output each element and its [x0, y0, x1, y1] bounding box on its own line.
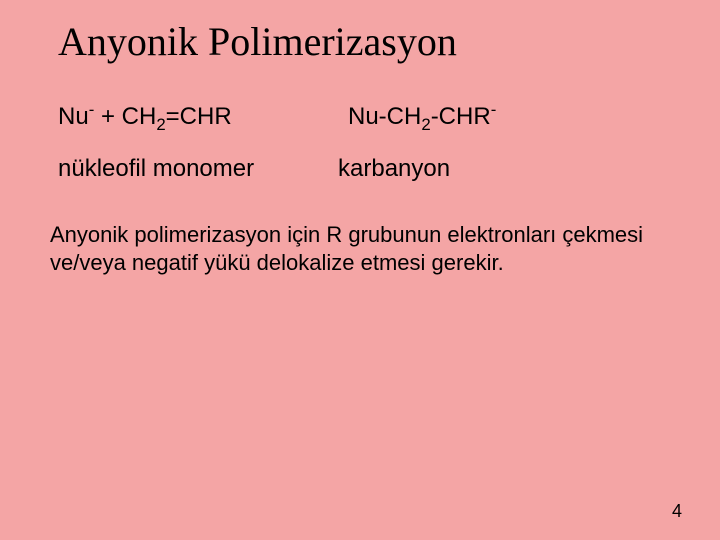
label-nucleophile-monomer: nükleofil monomer [58, 155, 338, 183]
equation-product: Nu-CH2-CHR- [348, 103, 496, 131]
equation-row: Nu- + CH2=CHR Nu-CH2-CHR- [0, 65, 720, 131]
label-carbanion: karbanyon [338, 155, 450, 183]
plus-sign: + [94, 103, 121, 130]
equation-reactants: Nu- + CH2=CHR [58, 103, 348, 131]
chr-tail-text: -CHR [431, 103, 491, 130]
nu-product-text: Nu-CH [348, 103, 421, 130]
nucleophile-symbol: Nu [58, 103, 89, 130]
page-title: Anyonik Polimerizasyon [0, 0, 720, 65]
description-text: Anyonik polimerizasyon için R grubunun e… [0, 183, 720, 276]
ch2-text: CH [122, 103, 157, 130]
labels-row: nükleofil monomer karbanyon [0, 131, 720, 183]
product-charge: - [491, 100, 497, 119]
product-subscript: 2 [421, 115, 430, 134]
page-number: 4 [672, 501, 682, 522]
chr-text: =CHR [166, 103, 232, 130]
ch2-subscript: 2 [156, 115, 165, 134]
